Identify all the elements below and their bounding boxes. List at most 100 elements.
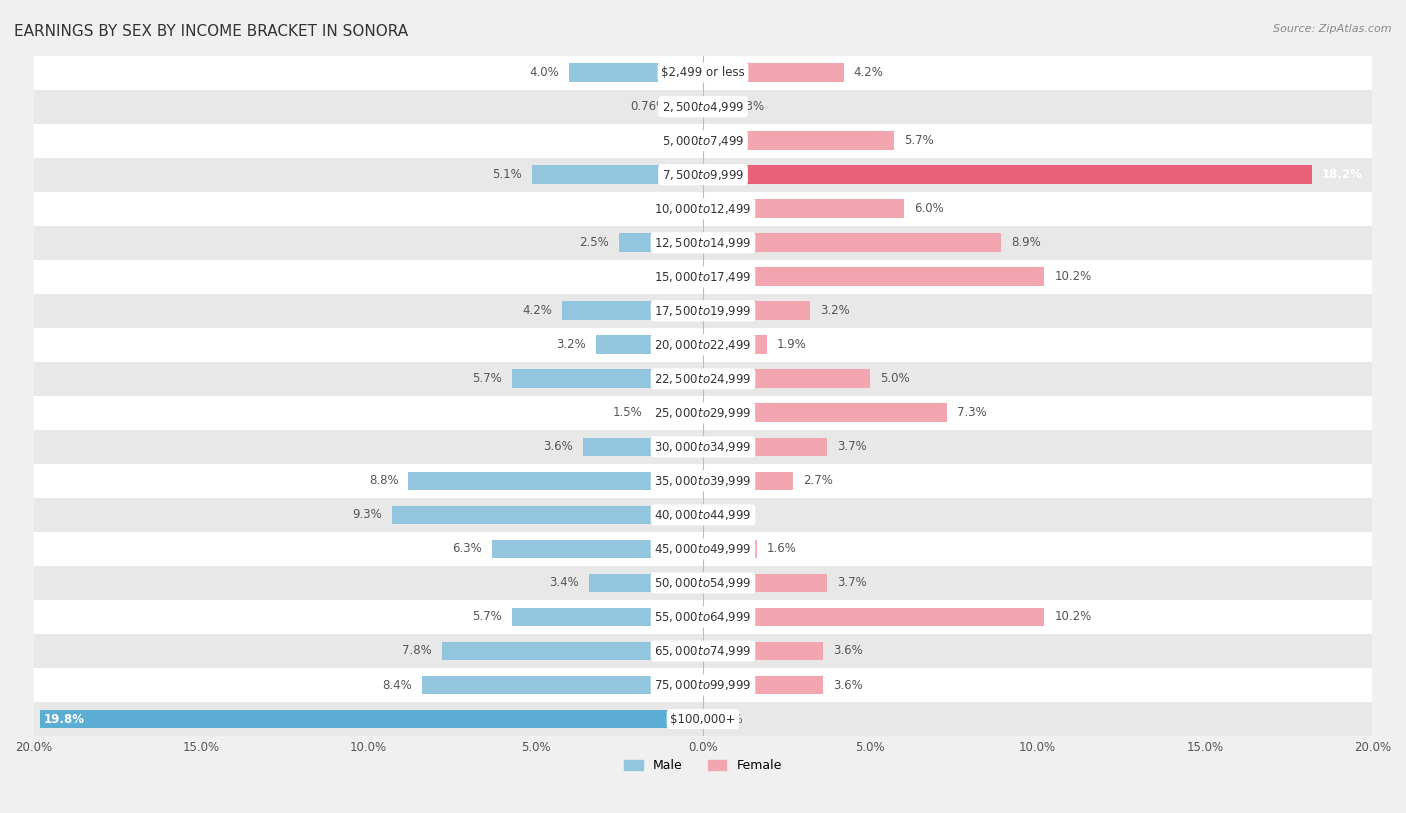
Bar (562, 302, 703, 320)
Text: 1.9%: 1.9% (776, 338, 807, 351)
Text: 6.3%: 6.3% (453, 542, 482, 555)
Bar (512, 607, 703, 626)
Bar (409, 472, 703, 490)
Bar (703, 132, 894, 150)
Text: $50,000 to $54,999: $50,000 to $54,999 (654, 576, 752, 590)
Bar (34, 293, 1372, 328)
Bar (569, 63, 703, 82)
Text: 8.4%: 8.4% (382, 679, 412, 692)
Text: $40,000 to $44,999: $40,000 to $44,999 (654, 508, 752, 522)
Bar (34, 55, 1372, 89)
Text: $25,000 to $29,999: $25,000 to $29,999 (654, 406, 752, 420)
Bar (34, 158, 1372, 192)
Text: 5.1%: 5.1% (492, 168, 522, 181)
Bar (703, 540, 756, 559)
Text: 3.6%: 3.6% (834, 645, 863, 658)
Bar (34, 396, 1372, 430)
Bar (703, 302, 810, 320)
Text: $75,000 to $99,999: $75,000 to $99,999 (654, 678, 752, 692)
Bar (34, 464, 1372, 498)
Bar (492, 540, 703, 559)
Bar (703, 676, 824, 694)
Text: 1.5%: 1.5% (613, 406, 643, 420)
Text: $5,000 to $7,499: $5,000 to $7,499 (662, 133, 744, 148)
Bar (34, 566, 1372, 600)
Text: 0.0%: 0.0% (713, 508, 742, 521)
Bar (34, 89, 1372, 124)
Bar (34, 430, 1372, 464)
Text: $35,000 to $39,999: $35,000 to $39,999 (654, 474, 752, 488)
Bar (34, 498, 1372, 532)
Text: $55,000 to $64,999: $55,000 to $64,999 (654, 610, 752, 624)
Bar (703, 63, 844, 82)
Text: $20,000 to $22,499: $20,000 to $22,499 (654, 338, 752, 352)
Bar (34, 260, 1372, 293)
Bar (596, 336, 703, 354)
Bar (422, 676, 703, 694)
Bar (34, 702, 1372, 736)
Bar (392, 506, 703, 524)
Text: $45,000 to $49,999: $45,000 to $49,999 (654, 542, 752, 556)
Text: 9.3%: 9.3% (352, 508, 381, 521)
Text: 3.7%: 3.7% (837, 576, 866, 589)
Text: $100,000+: $100,000+ (671, 712, 735, 725)
Text: 3.4%: 3.4% (550, 576, 579, 589)
Text: 4.0%: 4.0% (529, 66, 560, 79)
Text: 3.2%: 3.2% (557, 338, 586, 351)
Text: 7.8%: 7.8% (402, 645, 432, 658)
Bar (703, 267, 1045, 286)
Bar (703, 607, 1045, 626)
Text: 0.0%: 0.0% (664, 134, 693, 147)
Text: $65,000 to $74,999: $65,000 to $74,999 (654, 644, 752, 658)
Text: 0.43%: 0.43% (727, 100, 765, 113)
Text: Source: ZipAtlas.com: Source: ZipAtlas.com (1274, 24, 1392, 34)
Text: 3.7%: 3.7% (837, 441, 866, 454)
Bar (34, 192, 1372, 226)
Bar (34, 600, 1372, 634)
Bar (619, 233, 703, 252)
Bar (678, 98, 703, 116)
Text: 2.5%: 2.5% (579, 237, 609, 250)
Text: $2,500 to $4,999: $2,500 to $4,999 (662, 100, 744, 114)
Text: $17,500 to $19,999: $17,500 to $19,999 (654, 304, 752, 318)
Text: 3.2%: 3.2% (820, 304, 849, 317)
Text: 5.0%: 5.0% (880, 372, 910, 385)
Bar (703, 574, 827, 593)
Text: 5.7%: 5.7% (904, 134, 934, 147)
Bar (34, 532, 1372, 566)
Bar (41, 710, 703, 728)
Text: 2.7%: 2.7% (803, 475, 834, 487)
Text: 0.0%: 0.0% (713, 712, 742, 725)
Text: 0.0%: 0.0% (664, 270, 693, 283)
Bar (703, 336, 766, 354)
Bar (34, 362, 1372, 396)
Text: $15,000 to $17,499: $15,000 to $17,499 (654, 270, 752, 284)
Bar (441, 641, 703, 660)
Text: 4.2%: 4.2% (853, 66, 883, 79)
Bar (703, 165, 1312, 184)
Bar (34, 124, 1372, 158)
Bar (34, 226, 1372, 260)
Text: 18.2%: 18.2% (1322, 168, 1362, 181)
Bar (512, 369, 703, 388)
Text: $22,500 to $24,999: $22,500 to $24,999 (654, 372, 752, 386)
Text: 6.0%: 6.0% (914, 202, 943, 215)
Bar (34, 634, 1372, 668)
Text: 3.6%: 3.6% (834, 679, 863, 692)
Bar (652, 403, 703, 422)
Text: 1.6%: 1.6% (766, 542, 796, 555)
Text: $12,500 to $14,999: $12,500 to $14,999 (654, 236, 752, 250)
Bar (34, 328, 1372, 362)
Text: 10.2%: 10.2% (1054, 270, 1091, 283)
Text: 7.3%: 7.3% (957, 406, 987, 420)
Text: 3.6%: 3.6% (543, 441, 572, 454)
Text: 5.7%: 5.7% (472, 372, 502, 385)
Bar (703, 641, 824, 660)
Bar (703, 369, 870, 388)
Text: 4.2%: 4.2% (523, 304, 553, 317)
Bar (703, 437, 827, 456)
Text: $30,000 to $34,999: $30,000 to $34,999 (654, 440, 752, 454)
Text: $10,000 to $12,499: $10,000 to $12,499 (654, 202, 752, 215)
Bar (703, 199, 904, 218)
Text: $2,499 or less: $2,499 or less (661, 66, 745, 79)
